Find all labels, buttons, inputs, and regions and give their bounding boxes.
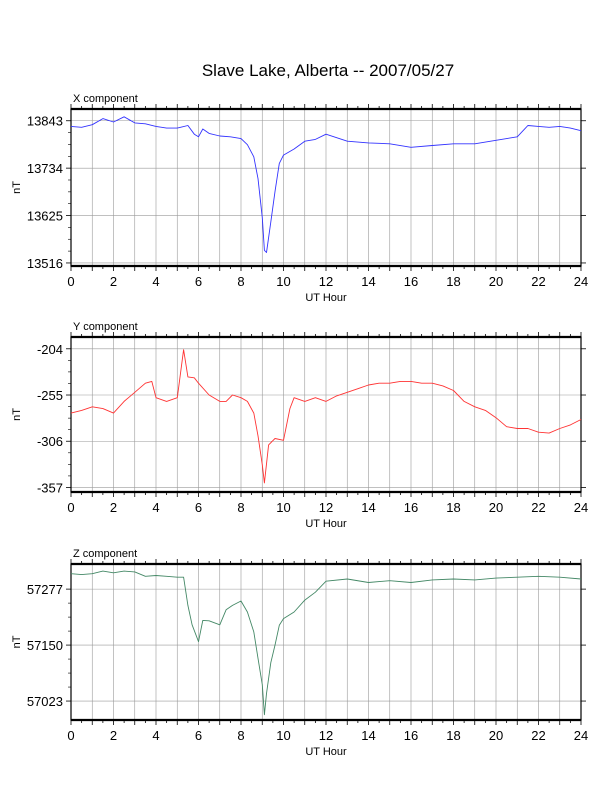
panel-label: Y component [73,321,138,333]
x-tick-label: 24 [574,728,588,743]
panel-label: Z component [73,548,137,560]
x-tick-label: 8 [237,728,244,743]
y-tick-label: -306 [37,434,63,449]
x-tick-label: 14 [361,500,375,515]
series-line [70,570,582,716]
y-tick-label: 13625 [27,209,63,224]
y-tick-label: -204 [37,342,63,357]
x-tick-label: 0 [67,274,74,289]
x-tick-label: 6 [195,728,202,743]
chart-panels: 0 2 4 6 8 10 12 14 16 18 20 22 241351613625137341384… [11,93,588,758]
x-tick-label: 22 [531,500,545,515]
x-tick-label: 24 [574,500,588,515]
x-tick-label: 18 [446,728,460,743]
x-tick-label: 16 [404,500,418,515]
y-tick-label: 13516 [27,256,63,271]
y-tick-label: 57277 [27,582,63,597]
y-tick-label: -357 [37,480,63,495]
series-line [70,349,582,484]
x-tick-label: 24 [574,274,588,289]
chart-title: Slave Lake, Alberta -- 2007/05/27 [202,61,454,80]
x-tick-label: 6 [195,274,202,289]
x-axis-label: UT Hour [305,292,347,304]
panel-1: 0 2 4 6 8 10 12 14 16 18 20 22 241351613625137341384… [11,93,588,304]
x-tick-label: 0 [67,728,74,743]
x-tick-label: 10 [276,500,290,515]
x-tick-label: 2 [110,728,117,743]
y-tick-label: -255 [37,388,63,403]
x-tick-label: 4 [152,728,159,743]
x-tick-label: 20 [489,500,503,515]
x-tick-label: 18 [446,274,460,289]
x-tick-label: 2 [110,274,117,289]
x-axis-label: UT Hour [305,746,347,758]
x-tick-label: 8 [237,274,244,289]
x-tick-label: 14 [361,728,375,743]
x-tick-label: 16 [404,274,418,289]
y-axis-label: nT [11,408,23,421]
x-tick-label: 20 [489,728,503,743]
y-axis-label: nT [11,181,23,194]
x-tick-label: 10 [276,274,290,289]
x-tick-label: 16 [404,728,418,743]
y-tick-label: 57150 [27,638,63,653]
x-tick-label: 20 [489,274,503,289]
y-tick-label: 57023 [27,694,63,709]
x-axis-label: UT Hour [305,518,347,530]
x-tick-label: 22 [531,274,545,289]
x-tick-label: 0 [67,500,74,515]
y-tick-label: 13734 [27,161,63,176]
series-line [70,116,582,253]
x-tick-label: 4 [152,500,159,515]
x-tick-label: 14 [361,274,375,289]
x-tick-label: 10 [276,728,290,743]
x-tick-label: 2 [110,500,117,515]
x-tick-label: 12 [319,274,333,289]
x-tick-label: 18 [446,500,460,515]
x-tick-label: 12 [319,500,333,515]
x-tick-label: 4 [152,274,159,289]
panel-label: X component [73,93,138,105]
x-tick-label: 6 [195,500,202,515]
y-axis-label: nT [11,635,23,648]
y-tick-label: 13843 [27,114,63,129]
x-tick-label: 8 [237,500,244,515]
x-tick-label: 22 [531,728,545,743]
x-tick-label: 12 [319,728,333,743]
